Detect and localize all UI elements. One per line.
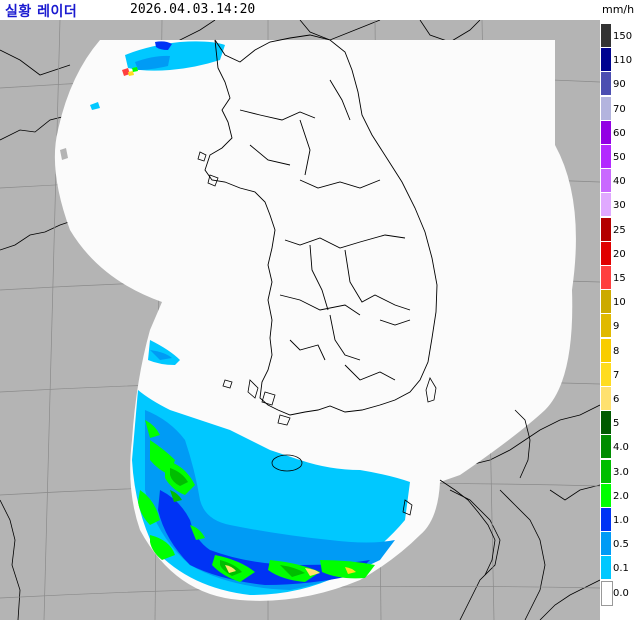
legend-swatch [601, 290, 611, 314]
legend-swatch [601, 314, 611, 338]
legend-swatch [601, 508, 611, 531]
legend-swatch [601, 169, 611, 193]
legend-label: 0.1 [613, 563, 629, 575]
legend-label: 110 [613, 55, 633, 67]
korean-islands [197, 151, 437, 472]
outer-coastlines [0, 20, 600, 620]
legend-swatch [601, 96, 611, 120]
legend-label: 10 [613, 297, 626, 309]
legend-label: 5 [613, 418, 620, 430]
legend-swatch [601, 241, 611, 265]
legend-swatch [601, 338, 611, 362]
legend-label: 30 [613, 200, 626, 212]
legend-label: 25 [613, 224, 626, 236]
legend-swatch [601, 24, 611, 47]
legend-swatch [601, 145, 611, 168]
legend-swatch [601, 435, 611, 459]
legend-label: 1.0 [613, 515, 629, 526]
legend-label: 90 [613, 79, 626, 91]
legend-label: 40 [613, 176, 626, 188]
legend-label: 50 [613, 152, 626, 163]
korean-peninsula [204, 34, 438, 416]
legend-label: 6 [613, 394, 620, 405]
legend-label: 0.5 [613, 539, 629, 551]
legend-label: 60 [613, 127, 626, 139]
legend-swatch [601, 48, 611, 72]
legend-swatch [601, 120, 611, 144]
legend-label: 4.0 [613, 442, 629, 454]
legend-swatch [601, 532, 611, 556]
legend-swatch [601, 193, 611, 217]
precipitation-echoes-north [60, 41, 225, 160]
legend-label: 8 [613, 345, 620, 357]
radar-map[interactable] [0, 20, 600, 620]
legend-label: 9 [613, 321, 620, 333]
precipitation-legend: 150 110 90 70 60 50 40 30 25 20 15 10 9 8 7 6 5 4.0 3.0 2.0… [600, 20, 635, 620]
legend-label: 0.0 [613, 587, 629, 599]
legend-label: 150 [613, 31, 633, 42]
legend-swatch [601, 217, 611, 241]
legend-swatch [601, 556, 611, 580]
legend-swatch [601, 266, 611, 289]
legend-swatch [601, 580, 613, 606]
legend-swatch [601, 362, 611, 386]
legend-label: 15 [613, 273, 626, 284]
legend-label: 2.0 [613, 490, 629, 502]
legend-label: 20 [613, 248, 626, 260]
legend-label: 3.0 [613, 466, 629, 478]
legend-swatch [601, 483, 611, 507]
legend-swatch [601, 387, 611, 410]
legend-swatch [601, 411, 611, 435]
header-bar: 실황 레이더 2026.04.03.14:20 mm/h [0, 0, 634, 20]
legend-unit-label: mm/h [602, 3, 635, 16]
precipitation-echoes-south [132, 340, 410, 595]
legend-label: 7 [613, 369, 620, 381]
legend-swatch [601, 459, 611, 483]
page-title: 실황 레이더 [5, 4, 78, 20]
legend-swatch [601, 72, 611, 96]
japan-coastline [402, 409, 531, 576]
legend-label: 70 [613, 103, 626, 115]
observation-timestamp: 2026.04.03.14:20 [130, 2, 256, 17]
